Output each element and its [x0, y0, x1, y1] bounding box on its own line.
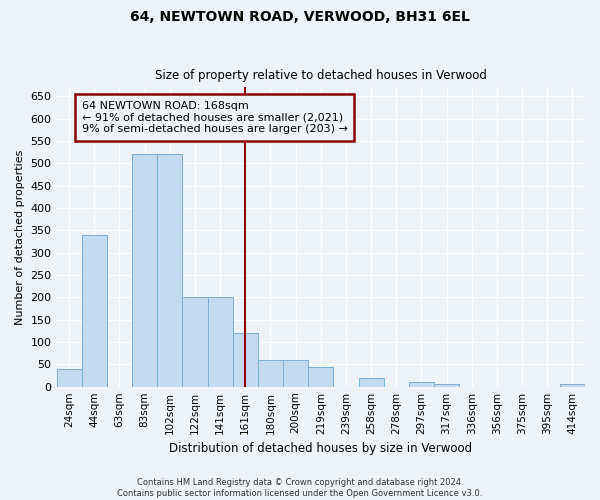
Y-axis label: Number of detached properties: Number of detached properties	[15, 150, 25, 324]
Bar	[208, 298, 233, 386]
X-axis label: Distribution of detached houses by size in Verwood: Distribution of detached houses by size …	[169, 442, 472, 455]
Bar	[233, 333, 258, 386]
Text: Contains HM Land Registry data © Crown copyright and database right 2024.
Contai: Contains HM Land Registry data © Crown c…	[118, 478, 482, 498]
Bar	[283, 360, 308, 386]
Bar	[258, 360, 283, 386]
Bar	[560, 384, 585, 386]
Bar	[82, 235, 107, 386]
Text: 64, NEWTOWN ROAD, VERWOOD, BH31 6EL: 64, NEWTOWN ROAD, VERWOOD, BH31 6EL	[130, 10, 470, 24]
Bar	[132, 154, 157, 386]
Title: Size of property relative to detached houses in Verwood: Size of property relative to detached ho…	[155, 69, 487, 82]
Bar	[359, 378, 383, 386]
Bar	[434, 384, 459, 386]
Bar	[157, 154, 182, 386]
Bar	[308, 366, 334, 386]
Text: 64 NEWTOWN ROAD: 168sqm
← 91% of detached houses are smaller (2,021)
9% of semi-: 64 NEWTOWN ROAD: 168sqm ← 91% of detache…	[82, 100, 347, 134]
Bar	[409, 382, 434, 386]
Bar	[182, 298, 208, 386]
Bar	[56, 369, 82, 386]
